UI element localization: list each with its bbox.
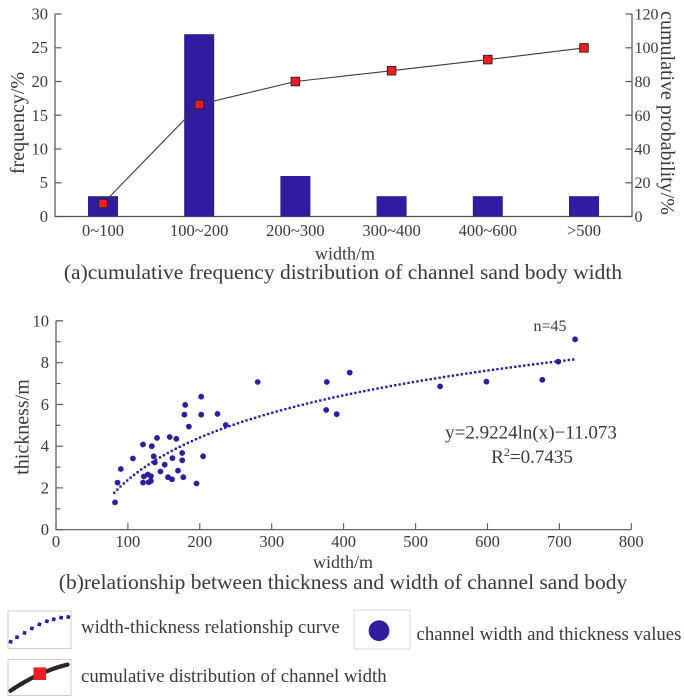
svg-text:0: 0 <box>41 520 49 539</box>
svg-text:500: 500 <box>403 532 428 551</box>
svg-text:channel width and thickness va: channel width and thickness values <box>417 624 682 645</box>
svg-text:300~400: 300~400 <box>362 221 420 240</box>
svg-text:0: 0 <box>40 207 48 226</box>
svg-text:thickness/m: thickness/m <box>12 379 34 475</box>
svg-text:100: 100 <box>635 40 659 57</box>
svg-text:20: 20 <box>635 175 651 192</box>
svg-text:100: 100 <box>116 532 141 551</box>
svg-text:5: 5 <box>40 173 48 192</box>
svg-text:40: 40 <box>635 142 651 159</box>
svg-text:width/m: width/m <box>313 552 373 572</box>
svg-text:600: 600 <box>475 532 500 551</box>
svg-text:60: 60 <box>635 108 651 125</box>
svg-text:width/m: width/m <box>315 244 375 264</box>
svg-text:0: 0 <box>635 209 643 226</box>
svg-text:30: 30 <box>32 5 49 24</box>
svg-text:25: 25 <box>32 38 49 57</box>
svg-text:0: 0 <box>52 532 60 551</box>
svg-text:80: 80 <box>635 74 651 91</box>
svg-text:200: 200 <box>187 532 212 551</box>
svg-text:300: 300 <box>259 532 284 551</box>
svg-text:700: 700 <box>547 532 572 551</box>
svg-text:120: 120 <box>635 7 659 24</box>
svg-text:10: 10 <box>32 140 49 159</box>
svg-text:y=2.9224ln(x)−11.073: y=2.9224ln(x)−11.073 <box>445 423 617 444</box>
svg-text:20: 20 <box>32 72 49 91</box>
svg-text:R2=0.7435: R2=0.7435 <box>491 445 573 468</box>
svg-text:100~200: 100~200 <box>170 221 228 240</box>
svg-text:15: 15 <box>32 106 49 125</box>
svg-text:cumulative distribution of cha: cumulative distribution of channel width <box>81 666 387 687</box>
svg-text:400: 400 <box>331 532 356 551</box>
svg-text:width-thickness relationship c: width-thickness relationship curve <box>81 617 340 638</box>
svg-text:(a)cumulative frequency distri: (a)cumulative frequency distribution of … <box>64 260 622 284</box>
svg-text:0~100: 0~100 <box>82 221 124 240</box>
svg-text:cumulative probability/%: cumulative probability/% <box>656 11 678 215</box>
svg-text:(b)relationship between thickn: (b)relationship between thickness and wi… <box>59 570 628 594</box>
svg-text:6: 6 <box>41 395 49 414</box>
svg-text:800: 800 <box>619 532 644 551</box>
svg-text:2: 2 <box>41 478 49 497</box>
svg-text:>500: >500 <box>567 221 601 240</box>
svg-text:200~300: 200~300 <box>266 221 324 240</box>
svg-text:4: 4 <box>41 437 49 456</box>
svg-text:frequency/%: frequency/% <box>7 72 29 174</box>
svg-text:8: 8 <box>41 353 49 372</box>
svg-text:n=45: n=45 <box>533 318 566 335</box>
svg-text:10: 10 <box>33 311 50 330</box>
svg-text:400~600: 400~600 <box>459 221 517 240</box>
